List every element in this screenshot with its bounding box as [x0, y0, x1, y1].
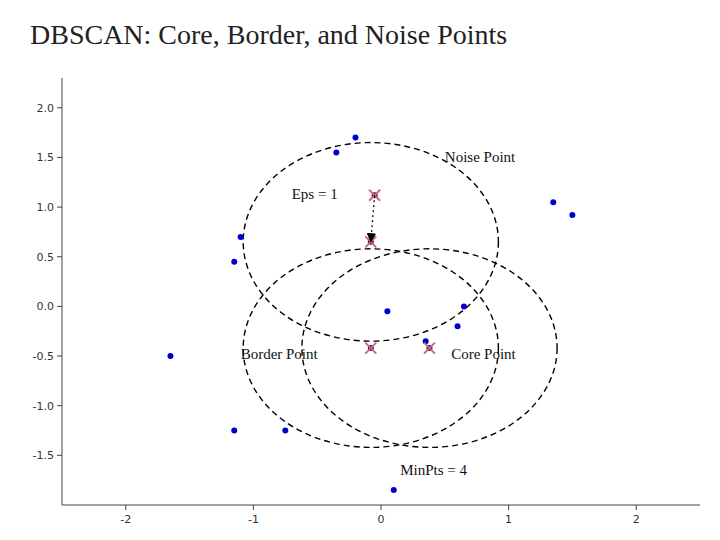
x-tick-label: 2: [633, 513, 640, 526]
arrow: [371, 195, 375, 242]
x-tick-label: -1: [248, 513, 259, 526]
y-tick: [57, 455, 62, 456]
y-tick: [57, 207, 62, 208]
point: [569, 212, 575, 218]
y-tick-label: 1.0: [37, 201, 55, 214]
annotation: Noise Point: [445, 149, 516, 165]
y-tick-label: 1.5: [37, 151, 55, 164]
y-tick-label: -1.0: [33, 400, 54, 413]
axes: -2 -1 0 1 2 -1.5 -1.0 -0.5 0.0 0.5 1.0 1.5 2.0: [33, 78, 700, 526]
point: [461, 303, 467, 309]
point: [282, 428, 288, 434]
y-tick-label: -0.5: [33, 350, 54, 363]
x-tick: [636, 505, 637, 510]
x-marker: [365, 343, 376, 354]
y-tick-label: 0.0: [37, 300, 55, 313]
series: [368, 192, 433, 351]
point: [352, 135, 358, 141]
y-tick: [57, 157, 62, 158]
series: [365, 190, 435, 354]
annotation: MinPts = 4: [400, 462, 467, 478]
y-tick: [57, 107, 62, 108]
x-tick-label: 1: [505, 513, 512, 526]
point: [231, 259, 237, 265]
x-marker: [424, 343, 435, 354]
eps-circle: [243, 143, 498, 342]
annotation: Core Point: [451, 346, 516, 362]
y-axis-line: [62, 78, 63, 505]
annotations: Eps = 1 Noise Point Border Point Core Point…: [241, 149, 517, 478]
point: [231, 428, 237, 434]
point: [550, 199, 556, 205]
point: [167, 353, 173, 359]
point: [455, 323, 461, 329]
point: [238, 234, 244, 240]
point: [384, 308, 390, 314]
x-tick: [125, 505, 126, 510]
annotation: Border Point: [241, 346, 319, 362]
point: [391, 487, 397, 493]
y-tick-label: 2.0: [37, 102, 55, 115]
x-tick: [253, 505, 254, 510]
y-tick: [57, 256, 62, 257]
eps-circle: [302, 249, 557, 448]
chart: DBSCAN: Core, Border, and Noise Points -2…: [0, 0, 720, 540]
x-tick: [381, 505, 382, 510]
series: [167, 135, 575, 494]
title: DBSCAN: Core, Border, and Noise Points: [30, 19, 507, 50]
x-tick-label: -2: [120, 513, 131, 526]
y-tick-label: 0.5: [37, 251, 55, 264]
x-tick: [508, 505, 509, 510]
y-tick-label: -1.5: [33, 449, 54, 462]
y-tick: [57, 356, 62, 357]
y-tick: [57, 405, 62, 406]
annotation: Eps = 1: [292, 186, 338, 202]
plot-area: [167, 135, 575, 494]
y-tick: [57, 306, 62, 307]
point: [333, 149, 339, 155]
x-tick-label: 0: [378, 513, 385, 526]
